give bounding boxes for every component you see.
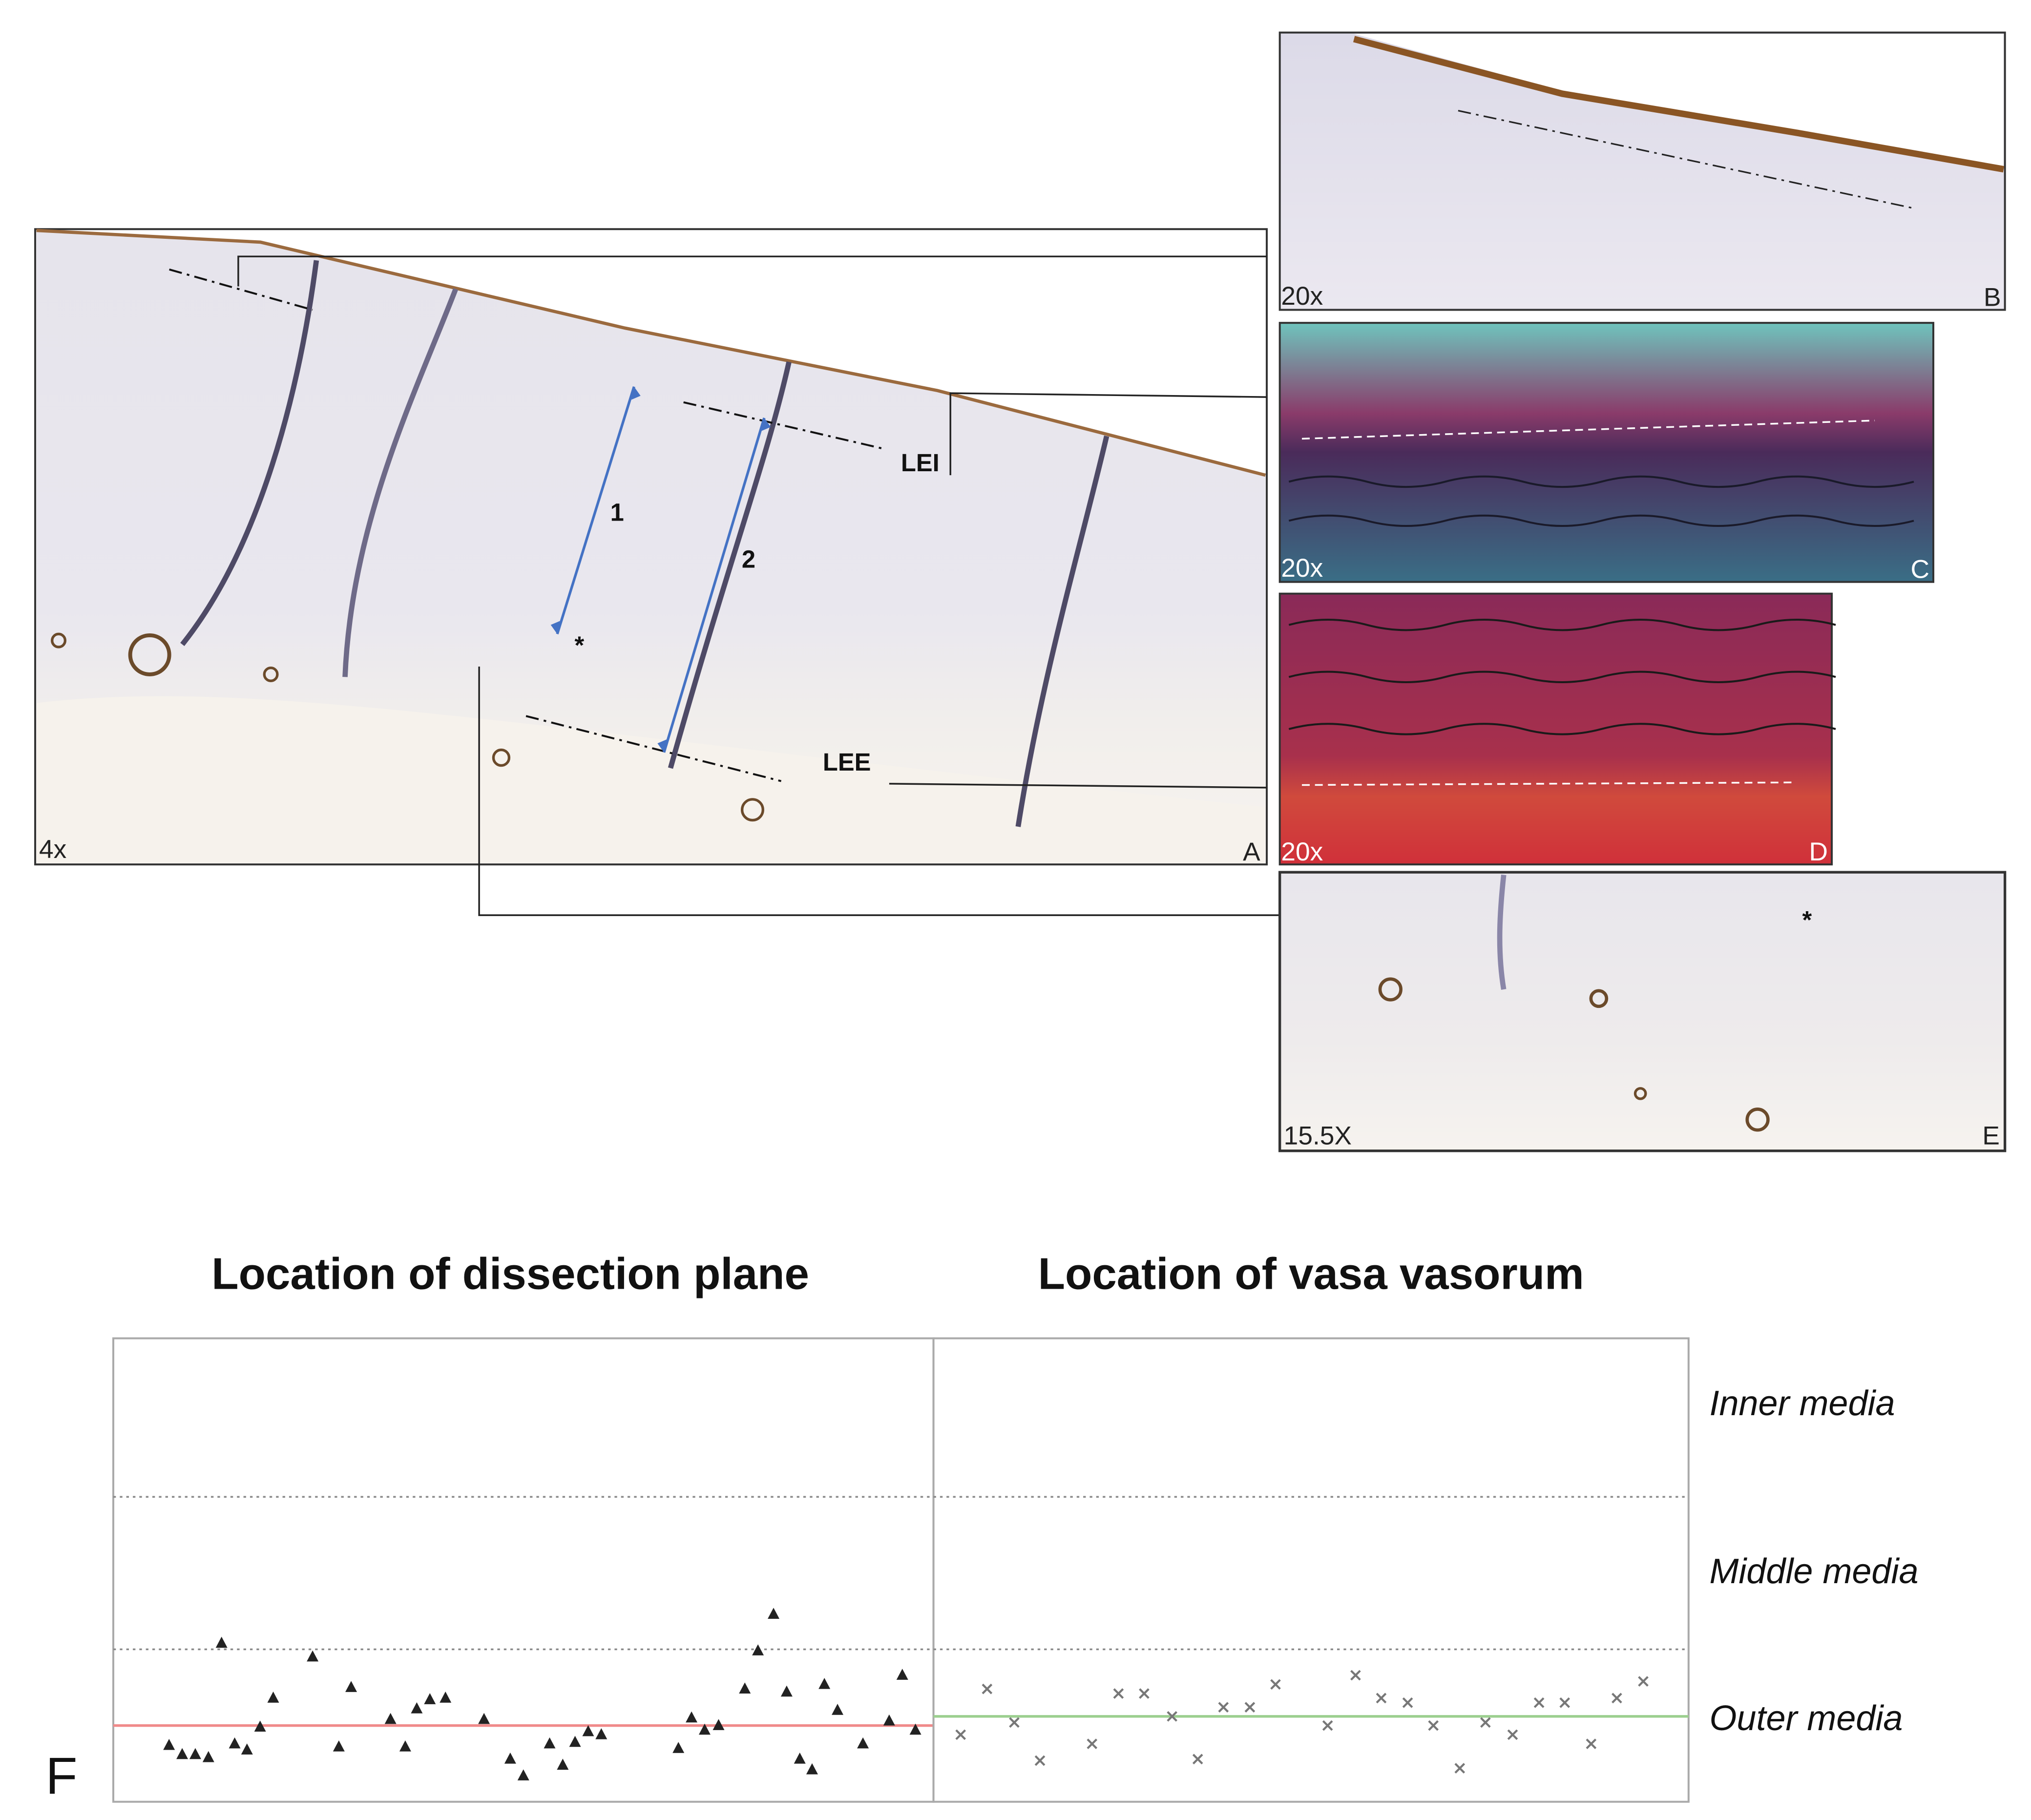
triangle-marker bbox=[883, 1714, 895, 1726]
triangle-marker bbox=[517, 1769, 529, 1780]
panel-c: 20x C bbox=[1278, 322, 1934, 584]
cross-marker bbox=[1350, 1670, 1361, 1681]
triangle-marker bbox=[857, 1737, 869, 1749]
triangle-marker bbox=[832, 1704, 844, 1715]
panel-letter: B bbox=[1984, 283, 2001, 312]
panel-e: * 15.5X E bbox=[1278, 871, 2007, 1152]
triangle-marker bbox=[818, 1677, 831, 1689]
triangle-marker bbox=[229, 1737, 241, 1749]
panel-letter: C bbox=[1910, 555, 1929, 584]
band-label: Inner media bbox=[1709, 1384, 1895, 1423]
cross-marker bbox=[1034, 1755, 1046, 1766]
triangle-marker bbox=[267, 1692, 279, 1703]
cross-marker bbox=[955, 1729, 966, 1740]
cross-marker bbox=[1402, 1697, 1413, 1708]
triangle-marker bbox=[163, 1738, 175, 1750]
cross-marker bbox=[1638, 1676, 1649, 1687]
asterisk: * bbox=[1802, 906, 1812, 934]
triangle-marker bbox=[698, 1723, 711, 1735]
cross-marker bbox=[1586, 1738, 1597, 1749]
triangle-marker bbox=[806, 1763, 818, 1775]
cross-marker bbox=[1270, 1679, 1281, 1690]
triangle-marker bbox=[896, 1669, 908, 1680]
panel-a: 1 2 * LEI LEE 4x A bbox=[34, 228, 1268, 866]
magnification: 20x bbox=[1281, 837, 1323, 866]
triangle-marker bbox=[504, 1752, 516, 1764]
panel-d: 20x D bbox=[1278, 592, 1836, 866]
cross-marker bbox=[1244, 1702, 1256, 1713]
arrow-label: 1 bbox=[610, 498, 624, 526]
triangle-marker bbox=[768, 1608, 780, 1619]
chart-title: Location of vasa vasorum bbox=[1038, 1249, 1584, 1298]
cross-marker bbox=[1192, 1754, 1203, 1765]
magnification: 4x bbox=[39, 835, 67, 864]
cross-marker bbox=[1113, 1688, 1124, 1699]
cross-marker bbox=[1218, 1702, 1229, 1713]
cross-marker bbox=[1009, 1717, 1020, 1728]
triangle-marker bbox=[544, 1737, 556, 1749]
triangle-marker bbox=[440, 1692, 452, 1703]
panel-b: 20x B bbox=[1278, 31, 2006, 312]
triangle-marker bbox=[582, 1725, 594, 1736]
cross-marker bbox=[1507, 1729, 1518, 1740]
arrow-label: 2 bbox=[742, 545, 755, 573]
triangle-marker bbox=[202, 1751, 214, 1762]
triangle-marker bbox=[189, 1748, 201, 1759]
triangle-marker bbox=[307, 1650, 319, 1662]
chart-title: Location of dissection plane bbox=[211, 1249, 809, 1298]
magnification: 20x bbox=[1281, 282, 1323, 311]
cross-marker bbox=[1454, 1763, 1466, 1774]
triangle-marker bbox=[384, 1713, 397, 1724]
cross-marker bbox=[1376, 1693, 1387, 1704]
triangle-marker bbox=[672, 1742, 685, 1753]
cross-marker bbox=[982, 1683, 993, 1694]
connectors bbox=[237, 255, 1280, 916]
cross-marker bbox=[1167, 1711, 1177, 1722]
cross-marker bbox=[1559, 1697, 1570, 1708]
plot-frame bbox=[112, 1337, 935, 1803]
triangle-marker bbox=[411, 1702, 423, 1714]
triangle-marker bbox=[345, 1681, 357, 1692]
panel-letter: D bbox=[1809, 837, 1828, 866]
lei-label: LEI bbox=[901, 449, 940, 477]
triangle-marker bbox=[424, 1693, 436, 1704]
cross-marker bbox=[1322, 1720, 1333, 1731]
triangle-marker bbox=[254, 1720, 266, 1732]
band-label: Middle media bbox=[1709, 1552, 1918, 1591]
triangle-marker bbox=[752, 1644, 764, 1655]
cross-marker bbox=[1533, 1697, 1545, 1708]
triangle-marker bbox=[557, 1758, 569, 1770]
triangle-marker bbox=[595, 1728, 607, 1739]
triangle-marker bbox=[478, 1713, 490, 1724]
panel-letter: F bbox=[45, 1747, 77, 1805]
panel-letter: E bbox=[1982, 1121, 2000, 1150]
cross-marker bbox=[1087, 1738, 1098, 1749]
cross-marker bbox=[1480, 1717, 1491, 1728]
triangle-marker bbox=[909, 1723, 921, 1735]
triangle-marker bbox=[333, 1740, 345, 1752]
cross-marker bbox=[1612, 1693, 1622, 1704]
triangle-marker bbox=[399, 1740, 411, 1752]
triangle-marker bbox=[712, 1719, 725, 1730]
triangle-marker bbox=[569, 1736, 581, 1747]
cross-marker bbox=[1428, 1720, 1439, 1731]
asterisk: * bbox=[575, 631, 585, 659]
triangle-marker bbox=[780, 1685, 793, 1697]
plot-frame bbox=[932, 1337, 1690, 1803]
triangle-marker bbox=[686, 1711, 698, 1723]
magnification: 20x bbox=[1281, 554, 1323, 583]
triangle-marker bbox=[739, 1682, 751, 1694]
triangle-marker bbox=[176, 1748, 188, 1759]
lee-label: LEE bbox=[823, 748, 871, 776]
triangle-marker bbox=[794, 1752, 806, 1764]
triangle-marker bbox=[215, 1636, 228, 1648]
band-label: Outer media bbox=[1709, 1699, 1903, 1738]
panel-letter: A bbox=[1243, 837, 1260, 866]
triangle-marker bbox=[241, 1743, 253, 1755]
magnification: 15.5X bbox=[1284, 1121, 1352, 1150]
cross-marker bbox=[1139, 1688, 1150, 1699]
